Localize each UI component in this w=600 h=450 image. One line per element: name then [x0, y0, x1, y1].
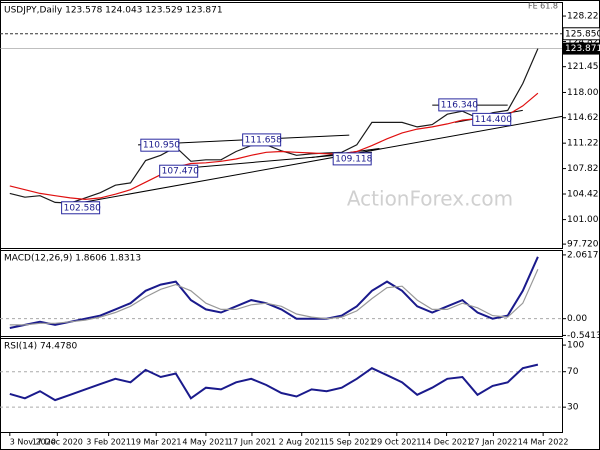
- x-tick-label: 3 Nov 2020: [10, 438, 56, 447]
- series-line: [9, 92, 539, 201]
- series-line: [9, 256, 539, 329]
- x-tick-label: 2 Aug 2021: [279, 438, 325, 447]
- annotation-box: [472, 112, 512, 126]
- last-price-label: 123.871: [565, 44, 600, 54]
- annotation-label: 110.950: [143, 141, 180, 151]
- annotation-label: 111.658: [245, 135, 282, 145]
- annotation-box: [159, 164, 199, 178]
- annotation-box: [140, 138, 180, 152]
- annotation-label: 116.340: [441, 100, 478, 110]
- x-tick-label: 29 Oct 2021: [372, 438, 421, 447]
- x-tick-label: 27 Jan 2022: [469, 438, 517, 447]
- y-tick-label: 118.000: [567, 88, 600, 98]
- y-tick-label: 2.0617: [567, 250, 599, 260]
- panel-title: USDJPY,Daily 123.578 124.043 123.529 123…: [4, 6, 223, 16]
- x-tick-label: 17 Jun 2021: [228, 438, 276, 447]
- y-tick-label: 30: [567, 403, 579, 413]
- last-price-box: [563, 42, 600, 55]
- watermark: ActionForex.com: [347, 187, 513, 211]
- y-tick-label: 121.450: [567, 62, 600, 72]
- x-tick-label: 15 Sep 2021: [324, 438, 375, 447]
- annotation-label: 107.470: [162, 167, 199, 177]
- y-tick-label: 111.220: [567, 139, 600, 149]
- trend-line: [70, 115, 563, 206]
- series-line: [9, 268, 539, 326]
- annotation-box: [438, 98, 478, 112]
- y-tick-label: 104.420: [567, 190, 600, 200]
- annotation-box: [332, 152, 372, 166]
- y-tick-label: -0.5413: [567, 331, 600, 341]
- series-line: [9, 48, 539, 204]
- panel-border: [0, 250, 563, 337]
- series-line: [9, 363, 539, 402]
- annotation-label: 114.400: [475, 115, 512, 125]
- y-tick-label: 107.820: [567, 164, 600, 174]
- level-box: [562, 27, 600, 41]
- panel-title: RSI(14) 74.4780: [4, 342, 77, 352]
- y-tick-label: 128.220: [567, 12, 600, 22]
- x-tick-label: 4 May 2021: [182, 438, 229, 447]
- annotation-label: 109.118: [335, 154, 372, 164]
- annotation-label: 102.580: [64, 203, 101, 213]
- y-tick-label: 0.00: [567, 314, 587, 324]
- note: FE 61.8: [528, 2, 558, 11]
- level-label: 125.850: [565, 29, 600, 39]
- x-tick-label: 3 Feb 2021: [86, 438, 131, 447]
- panel-title: MACD(12,26,9) 1.8606 1.8313: [4, 254, 141, 264]
- x-tick-label: 14 Dec 2021: [421, 438, 472, 447]
- y-tick-label: 70: [567, 367, 579, 377]
- panel-border: [0, 338, 563, 433]
- y-tick-label: 124.820: [567, 37, 600, 47]
- annotation-box: [242, 133, 282, 147]
- x-tick-label: 17 Dec 2020: [32, 438, 83, 447]
- y-tick-label: 97.720: [567, 240, 599, 250]
- panel-border: [0, 2, 563, 249]
- y-tick-label: 101.000: [567, 215, 600, 225]
- annotation-box: [61, 201, 101, 215]
- y-tick-label: 114.620: [567, 113, 600, 123]
- x-tick-label: 19 Mar 2021: [131, 438, 182, 447]
- y-tick-label: 100: [567, 341, 584, 351]
- x-tick-label: 14 Mar 2022: [518, 438, 569, 447]
